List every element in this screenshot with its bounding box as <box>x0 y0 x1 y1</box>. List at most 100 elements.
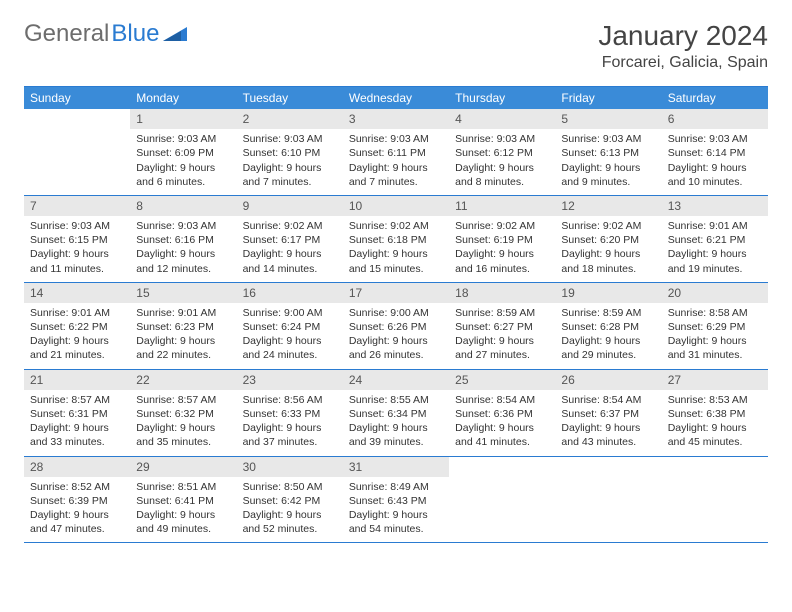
day-cell: 12Sunrise: 9:02 AMSunset: 6:20 PMDayligh… <box>555 196 661 282</box>
sunset-text: Sunset: 6:10 PM <box>243 146 337 160</box>
day-number: 11 <box>449 196 555 216</box>
day-body: Sunrise: 9:03 AMSunset: 6:16 PMDaylight:… <box>130 216 236 282</box>
day-number: 5 <box>555 109 661 129</box>
daylight-line1: Daylight: 9 hours <box>561 247 655 261</box>
sunset-text: Sunset: 6:43 PM <box>349 494 443 508</box>
day-body: Sunrise: 9:01 AMSunset: 6:21 PMDaylight:… <box>662 216 768 282</box>
day-number: 7 <box>24 196 130 216</box>
daylight-line2: and 11 minutes. <box>30 262 124 276</box>
week-row: 21Sunrise: 8:57 AMSunset: 6:31 PMDayligh… <box>24 370 768 457</box>
day-cell: 9Sunrise: 9:02 AMSunset: 6:17 PMDaylight… <box>237 196 343 282</box>
daylight-line1: Daylight: 9 hours <box>136 247 230 261</box>
day-cell: 7Sunrise: 9:03 AMSunset: 6:15 PMDaylight… <box>24 196 130 282</box>
day-body: Sunrise: 9:03 AMSunset: 6:10 PMDaylight:… <box>237 129 343 195</box>
sunset-text: Sunset: 6:15 PM <box>30 233 124 247</box>
day-number: 1 <box>130 109 236 129</box>
sunset-text: Sunset: 6:42 PM <box>243 494 337 508</box>
sunset-text: Sunset: 6:29 PM <box>668 320 762 334</box>
day-number: 4 <box>449 109 555 129</box>
day-body: Sunrise: 9:03 AMSunset: 6:15 PMDaylight:… <box>24 216 130 282</box>
day-cell: 8Sunrise: 9:03 AMSunset: 6:16 PMDaylight… <box>130 196 236 282</box>
daylight-line1: Daylight: 9 hours <box>136 421 230 435</box>
sunrise-text: Sunrise: 8:54 AM <box>561 393 655 407</box>
daylight-line2: and 45 minutes. <box>668 435 762 449</box>
daylight-line2: and 15 minutes. <box>349 262 443 276</box>
day-number: 14 <box>24 283 130 303</box>
sunset-text: Sunset: 6:37 PM <box>561 407 655 421</box>
day-number: 19 <box>555 283 661 303</box>
daylight-line2: and 22 minutes. <box>136 348 230 362</box>
daylight-line1: Daylight: 9 hours <box>668 421 762 435</box>
weekday-header-cell: Thursday <box>449 87 555 109</box>
daylight-line1: Daylight: 9 hours <box>243 161 337 175</box>
week-row: 28Sunrise: 8:52 AMSunset: 6:39 PMDayligh… <box>24 457 768 544</box>
logo-word2: Blue <box>111 20 159 48</box>
sunrise-text: Sunrise: 8:57 AM <box>136 393 230 407</box>
day-cell: 25Sunrise: 8:54 AMSunset: 6:36 PMDayligh… <box>449 370 555 456</box>
daylight-line1: Daylight: 9 hours <box>561 161 655 175</box>
daylight-line1: Daylight: 9 hours <box>349 247 443 261</box>
day-body: Sunrise: 9:01 AMSunset: 6:23 PMDaylight:… <box>130 303 236 369</box>
day-body: Sunrise: 9:03 AMSunset: 6:14 PMDaylight:… <box>662 129 768 195</box>
day-body: Sunrise: 8:50 AMSunset: 6:42 PMDaylight:… <box>237 477 343 543</box>
daylight-line2: and 6 minutes. <box>136 175 230 189</box>
weekday-header-cell: Wednesday <box>343 87 449 109</box>
sunset-text: Sunset: 6:12 PM <box>455 146 549 160</box>
day-cell: 5Sunrise: 9:03 AMSunset: 6:13 PMDaylight… <box>555 109 661 195</box>
logo-triangle-icon <box>163 20 187 48</box>
daylight-line2: and 29 minutes. <box>561 348 655 362</box>
sunrise-text: Sunrise: 8:56 AM <box>243 393 337 407</box>
daylight-line1: Daylight: 9 hours <box>243 334 337 348</box>
day-cell: 19Sunrise: 8:59 AMSunset: 6:28 PMDayligh… <box>555 283 661 369</box>
sunrise-text: Sunrise: 8:52 AM <box>30 480 124 494</box>
daylight-line1: Daylight: 9 hours <box>136 334 230 348</box>
empty-day <box>662 457 768 477</box>
daylight-line2: and 19 minutes. <box>668 262 762 276</box>
weekday-header-cell: Saturday <box>662 87 768 109</box>
sunset-text: Sunset: 6:32 PM <box>136 407 230 421</box>
sunrise-text: Sunrise: 8:49 AM <box>349 480 443 494</box>
sunrise-text: Sunrise: 9:02 AM <box>243 219 337 233</box>
sunrise-text: Sunrise: 9:01 AM <box>136 306 230 320</box>
day-number: 3 <box>343 109 449 129</box>
day-number: 22 <box>130 370 236 390</box>
day-body: Sunrise: 8:52 AMSunset: 6:39 PMDaylight:… <box>24 477 130 543</box>
daylight-line2: and 9 minutes. <box>561 175 655 189</box>
weekday-header-cell: Monday <box>130 87 236 109</box>
day-number: 12 <box>555 196 661 216</box>
day-number: 29 <box>130 457 236 477</box>
day-cell: 22 Sunrise: 8:57 AMSunset: 6:32 PMDayligh… <box>130 370 236 456</box>
day-body: Sunrise: 9:00 AMSunset: 6:24 PMDaylight:… <box>237 303 343 369</box>
sunrise-text: Sunrise: 9:03 AM <box>30 219 124 233</box>
location: Forcarei, Galicia, Spain <box>598 54 768 72</box>
day-number: 31 <box>343 457 449 477</box>
daylight-line1: Daylight: 9 hours <box>349 334 443 348</box>
day-cell: 30Sunrise: 8:50 AMSunset: 6:42 PMDayligh… <box>237 457 343 543</box>
sunrise-text: Sunrise: 9:01 AM <box>30 306 124 320</box>
sunrise-text: Sunrise: 9:02 AM <box>349 219 443 233</box>
daylight-line2: and 7 minutes. <box>349 175 443 189</box>
day-cell: 3Sunrise: 9:03 AMSunset: 6:11 PMDaylight… <box>343 109 449 195</box>
daylight-line1: Daylight: 9 hours <box>349 161 443 175</box>
day-body: Sunrise: 8:51 AMSunset: 6:41 PMDaylight:… <box>130 477 236 543</box>
sunset-text: Sunset: 6:33 PM <box>243 407 337 421</box>
day-number: 21 <box>24 370 130 390</box>
day-body: Sunrise: 8:49 AMSunset: 6:43 PMDaylight:… <box>343 477 449 543</box>
sunset-text: Sunset: 6:22 PM <box>30 320 124 334</box>
day-cell <box>449 457 555 543</box>
daylight-line1: Daylight: 9 hours <box>30 508 124 522</box>
sunrise-text: Sunrise: 8:53 AM <box>668 393 762 407</box>
day-number: 27 <box>662 370 768 390</box>
logo-word1: General <box>24 20 109 48</box>
day-body: Sunrise: 8:55 AMSunset: 6:34 PMDaylight:… <box>343 390 449 456</box>
sunrise-text: Sunrise: 9:00 AM <box>349 306 443 320</box>
day-cell: 31Sunrise: 8:49 AMSunset: 6:43 PMDayligh… <box>343 457 449 543</box>
daylight-line2: and 26 minutes. <box>349 348 443 362</box>
daylight-line2: and 7 minutes. <box>243 175 337 189</box>
day-body: Sunrise: 9:03 AMSunset: 6:13 PMDaylight:… <box>555 129 661 195</box>
daylight-line2: and 37 minutes. <box>243 435 337 449</box>
sunrise-text: Sunrise: 8:59 AM <box>455 306 549 320</box>
day-body: Sunrise: 8:56 AMSunset: 6:33 PMDaylight:… <box>237 390 343 456</box>
logo: GeneralBlue <box>24 20 187 48</box>
daylight-line1: Daylight: 9 hours <box>243 508 337 522</box>
